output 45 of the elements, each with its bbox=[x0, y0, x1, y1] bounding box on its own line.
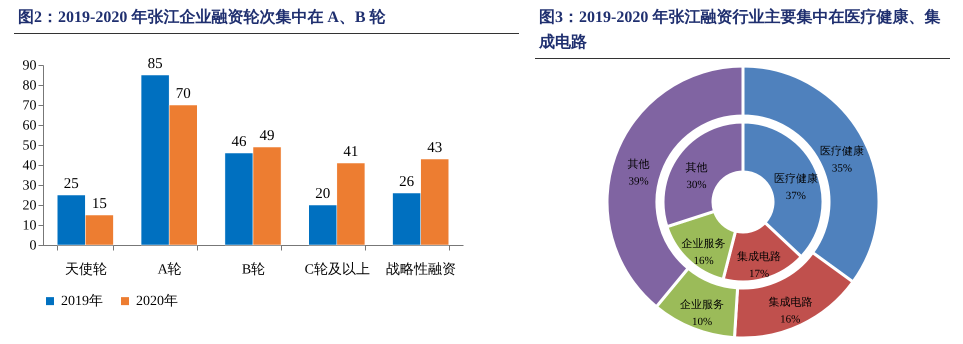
x-tick-label: 战略性融资 bbox=[386, 262, 456, 278]
data-label: 37% bbox=[786, 190, 806, 202]
x-tick-label: 天使轮 bbox=[64, 262, 107, 278]
data-label: 10% bbox=[692, 316, 712, 328]
y-tick-label: 0 bbox=[30, 238, 36, 254]
slice-label: 医疗健康 bbox=[774, 172, 818, 186]
legend-label: 2019年 bbox=[61, 293, 103, 310]
slice-label: 企业服务 bbox=[682, 236, 726, 250]
data-label: 26 bbox=[399, 174, 415, 190]
y-tick-label: 30 bbox=[22, 178, 36, 194]
slice-label: 企业服务 bbox=[680, 298, 724, 312]
x-tick-label: A轮 bbox=[158, 262, 182, 278]
y-tick-label: 20 bbox=[22, 198, 36, 214]
data-label: 39% bbox=[628, 175, 649, 188]
data-label: 17% bbox=[748, 268, 770, 280]
x-tick-label: C轮及以上 bbox=[304, 262, 370, 278]
data-label: 49 bbox=[260, 128, 275, 144]
y-tick-label: 70 bbox=[22, 98, 36, 114]
y-tick-label: 80 bbox=[22, 78, 36, 94]
data-label: 35% bbox=[832, 162, 852, 175]
data-label: 25 bbox=[64, 176, 79, 192]
y-tick-label: 10 bbox=[22, 218, 36, 234]
data-label: 85 bbox=[148, 56, 163, 72]
data-label: 46 bbox=[231, 134, 247, 150]
slice-label: 集成电路 bbox=[737, 250, 782, 264]
data-label: 41 bbox=[343, 144, 358, 160]
y-tick-label: 60 bbox=[22, 118, 36, 134]
legend-label: 2020年 bbox=[136, 293, 178, 310]
x-tick-label: B轮 bbox=[242, 262, 266, 278]
y-tick-label: 50 bbox=[22, 138, 36, 154]
chart-title: 图3：2019-2020 年张江融资行业主要集中在医疗健康、集成电路 bbox=[535, 0, 950, 59]
data-label: 30% bbox=[686, 179, 707, 192]
chart-title: 图2：2019-2020 年张江企业融资轮次集中在 A、B 轮 bbox=[14, 0, 519, 34]
slice-label: 其他 bbox=[628, 157, 650, 170]
data-label: 15 bbox=[92, 196, 107, 212]
data-label: 16% bbox=[780, 313, 800, 326]
slice-label: 集成电路 bbox=[768, 295, 812, 308]
slice-label: 其他 bbox=[685, 161, 708, 174]
data-label: 20 bbox=[315, 186, 330, 202]
y-tick-label: 90 bbox=[22, 58, 36, 74]
slice-label: 医疗健康 bbox=[820, 144, 864, 158]
y-tick-label: 40 bbox=[22, 158, 36, 174]
data-label: 70 bbox=[176, 86, 191, 102]
data-label: 16% bbox=[694, 254, 714, 267]
data-label: 43 bbox=[427, 140, 442, 156]
